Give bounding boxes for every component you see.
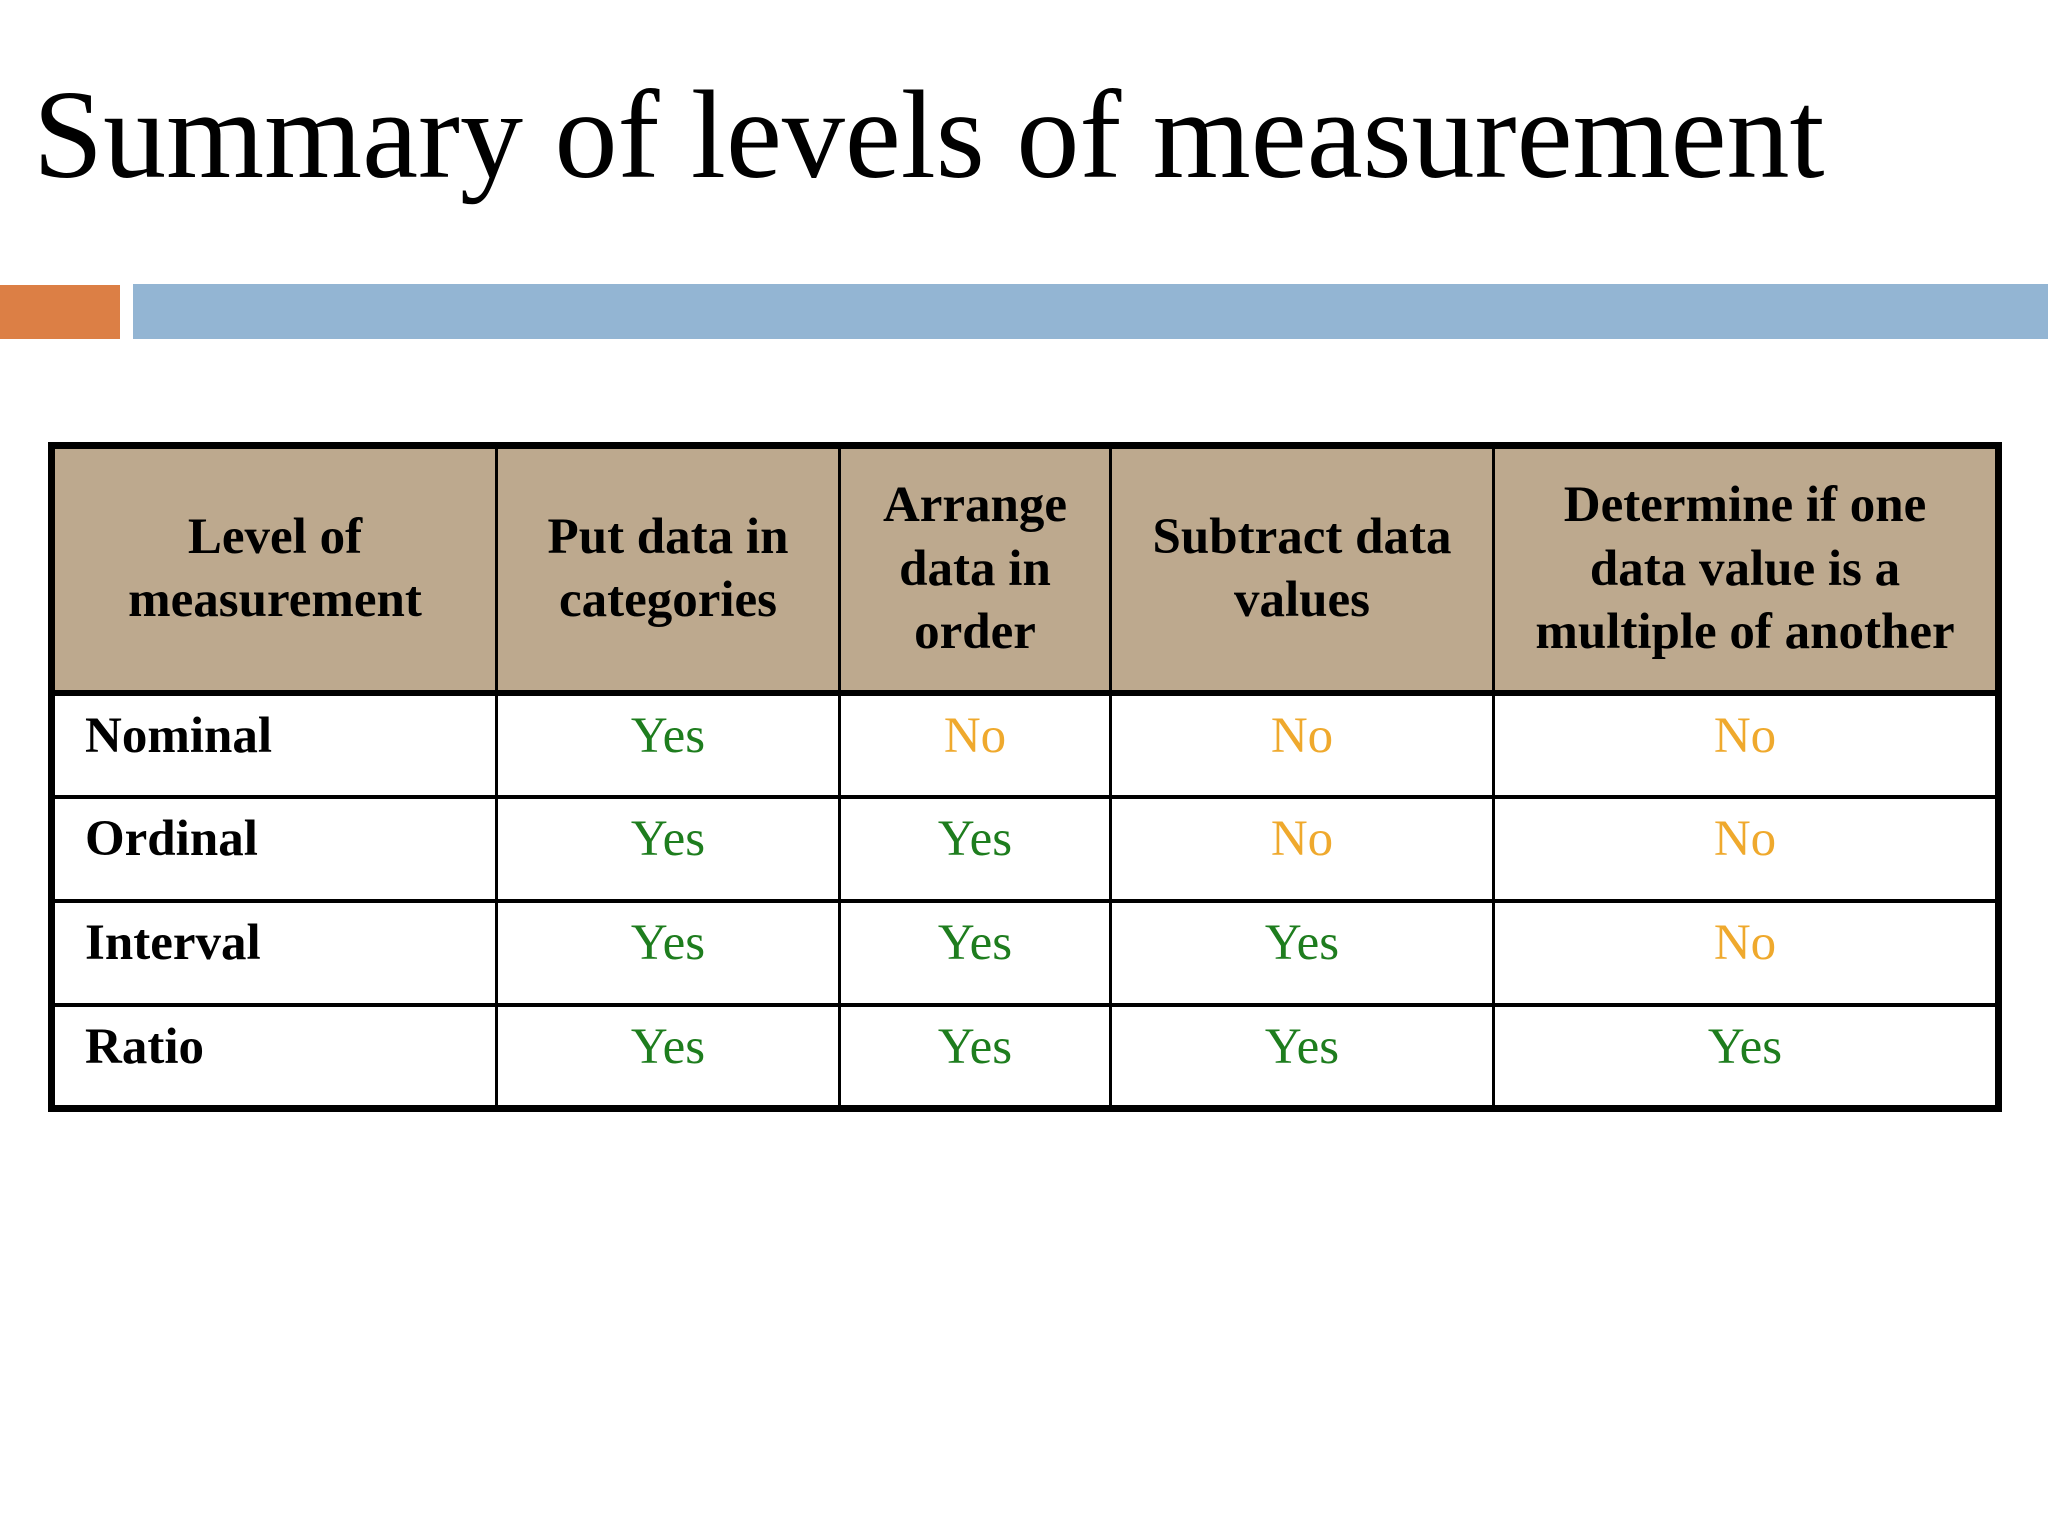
column-header-level-of-measurement: Level of measurement [51, 445, 497, 696]
table-row-nominal: Nominal Yes No No No [51, 692, 1999, 799]
slide-title: Summary of levels of measurement [33, 66, 1825, 205]
answer-cell: No [1492, 692, 1999, 799]
table-row-interval: Interval Yes Yes Yes No [51, 900, 1999, 1007]
answer-cell: Yes [1109, 900, 1494, 1007]
answer-cell: Yes [838, 1004, 1111, 1111]
column-header-subtract-data-values: Subtract data values [1109, 445, 1494, 696]
column-header-put-data-in-categories: Put data in categories [495, 445, 840, 696]
answer-cell: No [838, 692, 1111, 799]
column-header-arrange-data-in-order: Arrange data in order [838, 445, 1111, 696]
answer-cell: No [1109, 692, 1494, 799]
orange-accent-bar [0, 285, 120, 339]
blue-accent-bar [133, 284, 2048, 339]
table-row-ordinal: Ordinal Yes Yes No No [51, 796, 1999, 903]
column-header-multiple-of-another: Determine if one data value is a multipl… [1492, 445, 1999, 696]
answer-cell: Yes [495, 796, 840, 903]
row-label-nominal: Nominal [51, 692, 497, 799]
row-label-ratio: Ratio [51, 1004, 497, 1111]
levels-of-measurement-table: Level of measurement Put data in categor… [48, 442, 2002, 1112]
answer-cell: Yes [495, 1004, 840, 1111]
answer-cell: Yes [495, 692, 840, 799]
table-row-ratio: Ratio Yes Yes Yes Yes [51, 1004, 1999, 1111]
header-row: Level of measurement Put data in categor… [51, 445, 1999, 696]
row-label-ordinal: Ordinal [51, 796, 497, 903]
answer-cell: No [1492, 900, 1999, 1007]
answer-cell: Yes [495, 900, 840, 1007]
answer-cell: Yes [838, 796, 1111, 903]
answer-cell: Yes [1109, 1004, 1494, 1111]
answer-cell: No [1109, 796, 1494, 903]
row-label-interval: Interval [51, 900, 497, 1007]
answer-cell: No [1492, 796, 1999, 903]
answer-cell: Yes [838, 900, 1111, 1007]
answer-cell: Yes [1492, 1004, 1999, 1111]
